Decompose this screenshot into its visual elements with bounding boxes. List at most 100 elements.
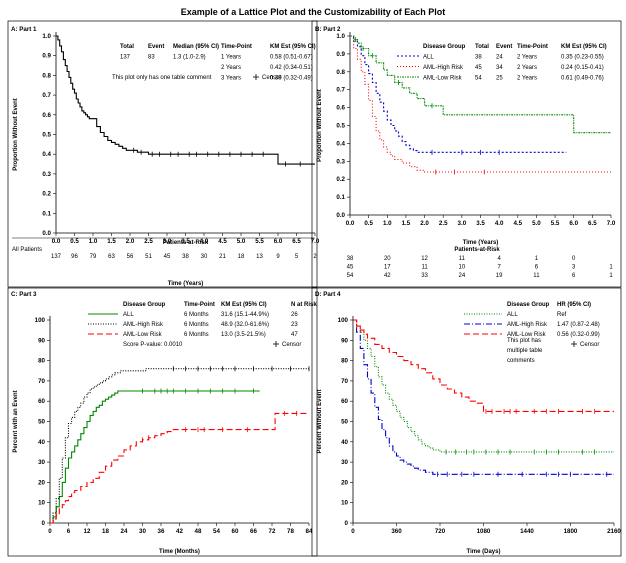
- table-cell: 6 Months: [184, 322, 209, 328]
- x-tick-label: 30: [139, 528, 146, 535]
- y-tick-label: 10: [341, 500, 348, 507]
- table-cell: ALL: [507, 312, 518, 318]
- x-tick-label: 2.0: [126, 238, 135, 245]
- risk-count: 7: [497, 265, 501, 271]
- x-tick-label: 24: [121, 528, 128, 535]
- table-cell: AML-Low Risk: [123, 332, 163, 338]
- risk-count: 11: [459, 256, 466, 262]
- x-tick-label: 72: [269, 528, 276, 535]
- x-tick-label: 6: [67, 528, 71, 535]
- risk-count: 10: [459, 265, 466, 271]
- series-line-1: [56, 35, 315, 165]
- x-axis-label: Time (Years): [463, 240, 499, 246]
- table-cell: 0.24 (0.15-0.41): [561, 65, 604, 71]
- table-cell: 47: [291, 332, 298, 338]
- x-tick-label: 0: [351, 528, 355, 535]
- y-tick-label: 0.5: [42, 132, 51, 139]
- risk-count: 19: [496, 273, 503, 279]
- x-tick-label: 2160: [607, 528, 621, 535]
- series-line-2: [353, 319, 614, 475]
- table-cell: 3 Years: [221, 76, 241, 82]
- table-cell: 48.9 (32.0-61.6%): [221, 322, 269, 328]
- y-tick-label: 20: [341, 479, 348, 486]
- y-tick-label: 1.0: [336, 33, 345, 40]
- x-tick-label: 42: [176, 528, 183, 535]
- y-tick-label: 0.9: [42, 53, 51, 60]
- table-cell: 54: [475, 76, 482, 82]
- y-tick-label: 0.6: [336, 105, 345, 112]
- panel-label: D: Part 4: [315, 291, 341, 298]
- risk-count: 4: [497, 256, 501, 262]
- table-cell: 83: [148, 55, 155, 61]
- y-tick-label: 0.8: [42, 72, 51, 79]
- x-tick-label: 3.0: [458, 220, 467, 227]
- risk-count: 24: [459, 273, 466, 279]
- risk-count: 2: [313, 254, 317, 260]
- x-tick-label: 720: [435, 528, 446, 535]
- y-tick-label: 0.3: [336, 158, 345, 165]
- x-tick-label: 7.0: [311, 238, 320, 245]
- table-header-cell: KM Est (95% CI): [221, 302, 267, 308]
- y-tick-label: 30: [341, 459, 348, 466]
- y-tick-label: 70: [38, 378, 45, 385]
- x-tick-label: 4.0: [200, 238, 209, 245]
- risk-count: 45: [164, 254, 171, 260]
- table-header-cell: N at Risk: [291, 302, 317, 308]
- table-cell: AML-Low Risk: [507, 332, 547, 338]
- x-tick-label: 360: [391, 528, 402, 535]
- table-cell: AML-High Risk: [507, 322, 548, 328]
- x-tick-label: 0.5: [364, 220, 373, 227]
- y-tick-label: 0.9: [336, 51, 345, 58]
- table-cell: 31.6 (15.1-44.9%): [221, 312, 269, 318]
- table-cell: ALL: [123, 312, 134, 318]
- y-tick-label: 0: [345, 520, 349, 527]
- x-tick-label: 1800: [564, 528, 578, 535]
- table-cell: 6 Months: [184, 332, 209, 338]
- x-tick-label: 1440: [520, 528, 534, 535]
- risk-title: Patients-at-Risk: [163, 240, 209, 246]
- risk-count: 33: [421, 273, 428, 279]
- risk-count: 38: [347, 256, 354, 262]
- x-tick-label: 4.0: [495, 220, 504, 227]
- risk-count: 51: [145, 254, 152, 260]
- y-tick-label: 0.1: [42, 210, 51, 217]
- x-axis-label: Time (Months): [159, 549, 200, 555]
- risk-count: 79: [90, 254, 97, 260]
- series-line-2: [50, 368, 309, 524]
- x-tick-label: 6.5: [292, 238, 301, 245]
- table-cell: 23: [291, 322, 298, 328]
- x-tick-label: 48: [195, 528, 202, 535]
- risk-count: 1: [609, 265, 613, 271]
- x-tick-label: 4.5: [218, 238, 227, 245]
- y-axis-label: Percent with an Event: [13, 390, 19, 452]
- risk-count: 20: [384, 256, 391, 262]
- y-tick-label: 40: [38, 439, 45, 446]
- x-tick-label: 1.5: [107, 238, 116, 245]
- x-tick-label: 5.0: [532, 220, 541, 227]
- y-tick-label: 0.5: [336, 123, 345, 130]
- table-cell: 1.3 (1.0-2.9): [173, 55, 206, 61]
- risk-count: 17: [384, 265, 391, 271]
- table-cell: 24: [496, 55, 503, 61]
- table-comment: multiple table: [507, 348, 543, 354]
- x-axis-label: Time (Years): [168, 281, 204, 287]
- risk-count: 0: [572, 256, 576, 262]
- table-cell: 25: [496, 76, 503, 82]
- y-tick-label: 90: [341, 337, 348, 344]
- x-axis-label: Time (Days): [467, 549, 501, 555]
- x-tick-label: 12: [84, 528, 91, 535]
- x-tick-label: 0.5: [70, 238, 79, 245]
- risk-count: 6: [535, 265, 539, 271]
- x-tick-label: 2.0: [420, 220, 429, 227]
- series-line-3: [50, 412, 309, 524]
- risk-count: 18: [238, 254, 245, 260]
- risk-count: 54: [347, 273, 354, 279]
- x-tick-label: 7.0: [607, 220, 616, 227]
- x-tick-label: 2.5: [439, 220, 448, 227]
- x-tick-label: 84: [306, 528, 313, 535]
- table-cell: 2 Years: [517, 65, 537, 71]
- x-tick-label: 18: [102, 528, 109, 535]
- table-cell: 2 Years: [517, 55, 537, 61]
- x-tick-label: 2.5: [144, 238, 153, 245]
